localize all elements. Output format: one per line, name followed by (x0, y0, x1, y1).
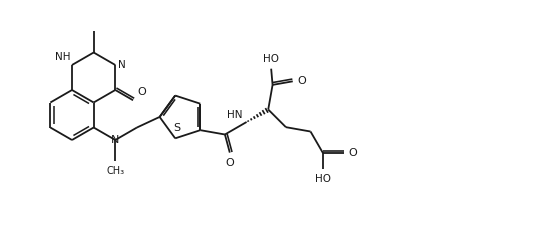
Text: O: O (298, 76, 307, 86)
Text: HO: HO (263, 54, 279, 64)
Text: O: O (225, 158, 234, 168)
Text: HO: HO (315, 175, 331, 185)
Text: NH: NH (54, 52, 70, 62)
Text: O: O (349, 148, 357, 158)
Text: N: N (118, 60, 126, 70)
Text: N: N (111, 135, 119, 145)
Text: S: S (174, 123, 181, 133)
Text: CH₃: CH₃ (106, 165, 124, 175)
Text: HN: HN (227, 110, 243, 120)
Text: O: O (137, 87, 146, 97)
